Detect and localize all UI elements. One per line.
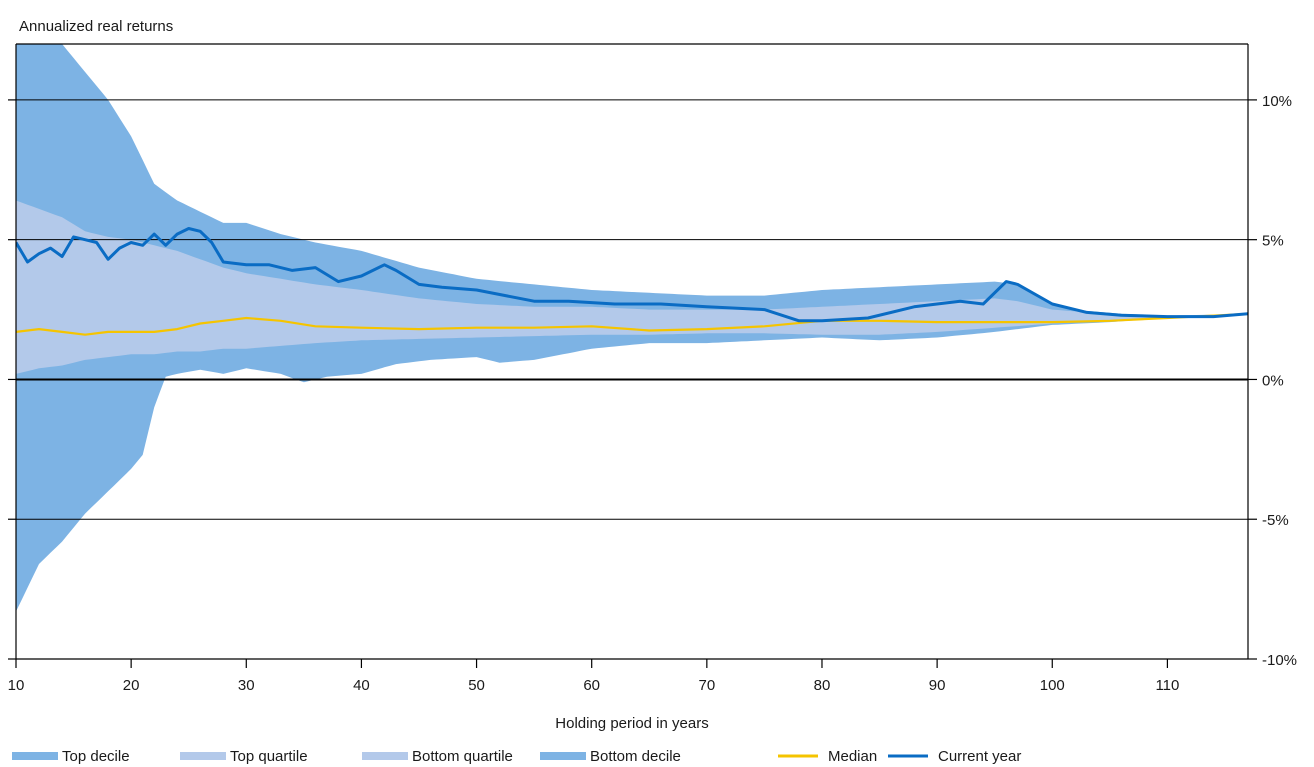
x-tick-label: 80 (814, 677, 831, 694)
series-lines (16, 227, 1248, 336)
legend-label: Top decile (62, 748, 130, 765)
y-axis-title: Annualized real returns (19, 18, 173, 35)
legend-label: Bottom decile (590, 748, 681, 765)
current-year-line (16, 227, 1248, 323)
x-tick-label: 30 (238, 677, 255, 694)
legend-swatch (540, 752, 586, 760)
y-tick-label: -5% (1262, 512, 1289, 529)
x-tick-label: 10 (8, 677, 25, 694)
percentile-bands (16, 44, 1248, 612)
x-tick-label: 50 (468, 677, 485, 694)
x-tick-label: 90 (929, 677, 946, 694)
x-tick-label: 40 (353, 677, 370, 694)
x-tick-label: 100 (1040, 677, 1065, 694)
quartile-band (16, 200, 1248, 374)
y-tick-label: 0% (1262, 372, 1284, 389)
x-tick-label: 20 (123, 677, 140, 694)
axis-ticks: 10 20 30 40 50 60 70 80 90 100 110 10% 5% 0% -5% -10% (8, 93, 1297, 694)
x-tick-label: 70 (698, 677, 715, 694)
legend-swatch (362, 752, 408, 760)
legend-label: Top quartile (230, 748, 308, 765)
y-tick-label: -10% (1262, 652, 1297, 669)
grid-lines (16, 99, 1248, 520)
legend-label: Current year (938, 748, 1021, 765)
legend-swatch (180, 752, 226, 760)
median-line (16, 312, 1248, 336)
legend: Top decile Top quartile Bottom quartile Bot… (12, 748, 1021, 765)
legend-label: Median (828, 748, 877, 765)
x-axis-title: Holding period in years (555, 715, 708, 732)
legend-swatch (12, 752, 58, 760)
y-tick-label: 5% (1262, 233, 1284, 250)
x-tick-label: 60 (583, 677, 600, 694)
y-tick-label: 10% (1262, 93, 1292, 110)
x-tick-label: 110 (1155, 677, 1179, 694)
plot-frame (15, 43, 1249, 660)
legend-label: Bottom quartile (412, 748, 513, 765)
